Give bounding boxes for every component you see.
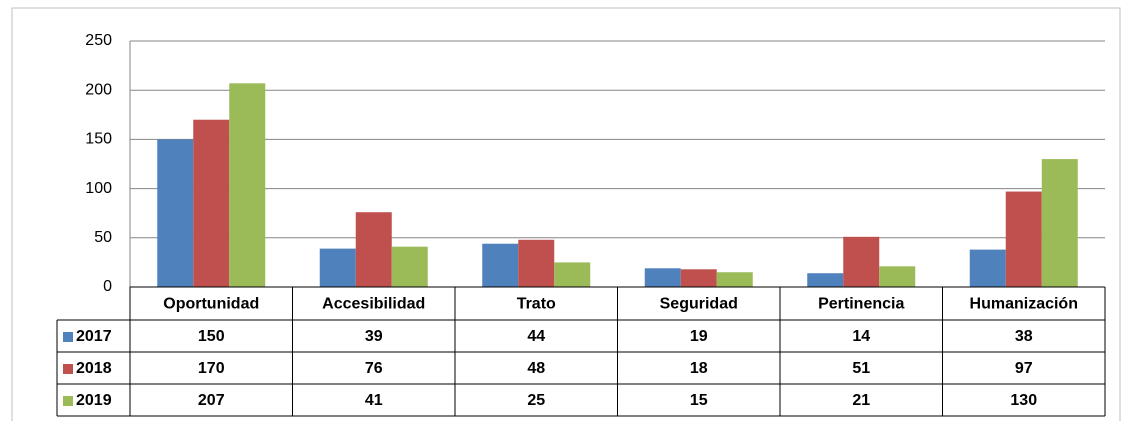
table-value: 18 [690,360,708,377]
bar [518,239,555,287]
bar [879,266,916,287]
table-value: 25 [527,392,545,409]
legend-label: 2017 [76,328,112,345]
table-value: 15 [690,392,708,409]
legend-key [63,364,73,374]
bar [391,246,428,287]
table-value: 76 [365,360,383,377]
bar [969,249,1006,287]
table-value: 48 [527,360,545,377]
legend-key [63,332,73,342]
table-value: 170 [198,360,225,377]
x-tick-label: Seguridad [660,296,738,313]
y-tick-label: 50 [94,229,112,246]
bar [157,139,194,287]
bar [680,269,717,287]
table-value: 21 [852,392,870,409]
x-tick-label: Humanización [970,296,1078,313]
bar [229,83,266,287]
legend-label: 2019 [76,392,112,409]
legend-label: 2018 [76,360,112,377]
y-tick-label: 150 [85,131,112,148]
x-tick-label: Trato [517,296,556,313]
table-value: 51 [852,360,870,377]
x-tick-label: Pertinencia [818,296,904,313]
bar [644,268,681,287]
bar [807,273,844,287]
legend-key [63,396,73,406]
x-tick-label: Oportunidad [163,296,259,313]
table-value: 44 [527,328,545,345]
y-tick-label: 100 [85,180,112,197]
bar [716,272,753,287]
table-value: 38 [1015,328,1033,345]
table-value: 41 [365,392,383,409]
table-value: 14 [852,328,870,345]
bar [554,262,591,287]
table-value: 207 [198,392,225,409]
bar [319,248,356,287]
y-tick-label: 0 [103,278,112,295]
bar [1041,159,1078,287]
bar [482,243,519,287]
table-value: 19 [690,328,708,345]
bar [843,236,880,287]
bar [1005,191,1042,287]
y-tick-label: 200 [85,81,112,98]
table-value: 39 [365,328,383,345]
y-tick-label: 250 [85,32,112,49]
table-value: 150 [198,328,225,345]
table-value: 130 [1010,392,1037,409]
x-tick-label: Accesibilidad [322,296,425,313]
bar [355,212,392,287]
bar [193,119,230,287]
table-value: 97 [1015,360,1033,377]
